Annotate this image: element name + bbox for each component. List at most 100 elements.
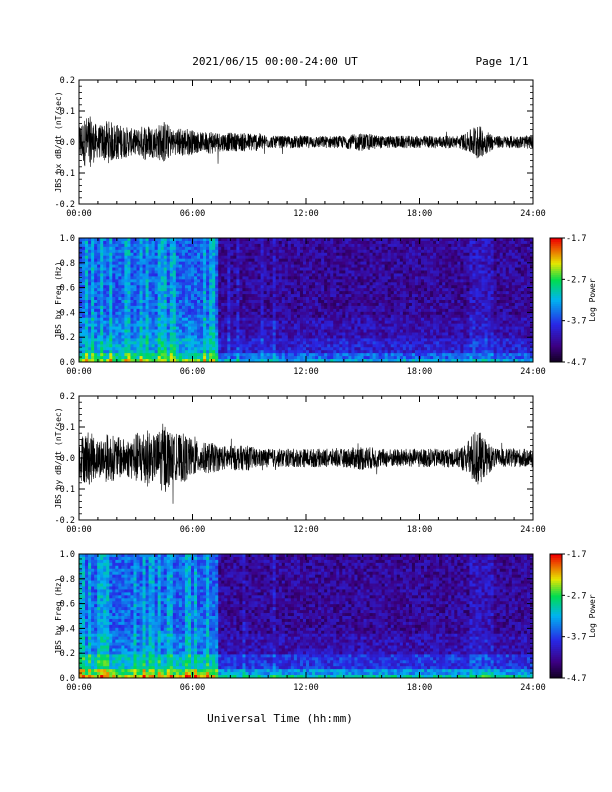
colorbar-swatch bbox=[550, 574, 562, 578]
colorbar-swatch bbox=[550, 345, 562, 349]
colorbar-bottom: -1.7 -2.7 -3.7 -4.7 bbox=[549, 550, 586, 684]
colorbar-swatch bbox=[550, 593, 562, 596]
colorbar-swatch bbox=[550, 252, 562, 256]
colorbar-swatch bbox=[550, 570, 562, 574]
colorbar-swatch bbox=[550, 306, 562, 309]
colorbar-swatch bbox=[550, 314, 562, 318]
colorbar-swatch bbox=[550, 609, 562, 613]
colorbar-swatch bbox=[550, 558, 562, 561]
y-tick-label: 0.0 bbox=[60, 358, 75, 368]
ylabel-bx-freq: JBS bx Freq (Hz) bbox=[54, 261, 63, 338]
colorbar-swatch bbox=[550, 616, 562, 619]
colorbar-swatch bbox=[550, 644, 562, 648]
colorbar-swatch bbox=[550, 260, 562, 264]
colorbar-swatch bbox=[550, 275, 562, 278]
colorbar-swatch bbox=[550, 322, 562, 326]
x-tick-label: 06:00 bbox=[180, 525, 206, 535]
x-tick-label: 24:00 bbox=[520, 209, 546, 219]
colorbar-swatch bbox=[550, 673, 562, 677]
colorbar-swatch bbox=[550, 626, 562, 629]
colorbar-swatch bbox=[550, 669, 562, 673]
colorbar-swatch bbox=[550, 266, 562, 270]
colorbar-swatch bbox=[550, 351, 562, 355]
colorbar-swatch bbox=[550, 300, 562, 303]
x-tick-label: 00:00 bbox=[66, 683, 92, 693]
colorbar-swatch bbox=[550, 605, 562, 609]
colorbar-top: -1.7 -2.7 -3.7 -4.7 bbox=[549, 234, 586, 368]
colorbar-swatch bbox=[550, 554, 562, 557]
panel-by-spectrogram: 00:00 06:00 12:00 18:00 24:00 1.0 0.8 0.6 0.4 0.2… bbox=[60, 550, 546, 693]
colorbar-swatch bbox=[550, 618, 562, 621]
colorbar-swatch bbox=[550, 665, 562, 669]
colorbar-swatch bbox=[550, 347, 562, 351]
colorbar-swatch bbox=[550, 244, 562, 247]
colorbar-tick-label: -3.7 bbox=[566, 317, 586, 327]
x-tick-label: 18:00 bbox=[407, 525, 433, 535]
colorbar-swatch bbox=[550, 611, 562, 615]
colorbar-swatch bbox=[550, 326, 562, 330]
colorbar-swatch bbox=[550, 566, 562, 569]
ylabel-by-freq: JBS by Freq (Hz) bbox=[54, 577, 63, 654]
colorbar-tick-label: -3.7 bbox=[566, 633, 586, 643]
colorbar-swatch bbox=[550, 335, 562, 338]
y-tick-label: 0.0 bbox=[60, 138, 75, 148]
colorbar-swatch bbox=[550, 308, 562, 311]
colorbar-swatch bbox=[550, 312, 562, 315]
y-tick-label: 0.6 bbox=[60, 600, 75, 610]
colorbar-swatch bbox=[550, 591, 562, 594]
colorbar-swatch bbox=[550, 601, 562, 605]
colorbar-swatch bbox=[550, 240, 562, 243]
colorbar-swatch bbox=[550, 661, 562, 665]
colorbar-swatch bbox=[550, 572, 562, 576]
colorbar-swatch bbox=[550, 675, 562, 679]
y-tick-label: 0.1 bbox=[60, 423, 75, 433]
colorbar-swatch bbox=[550, 328, 562, 332]
colorbar-swatch bbox=[550, 657, 562, 660]
page-title: 2021/06/15 00:00-24:00 UT bbox=[192, 55, 358, 68]
colorbar-swatch bbox=[550, 238, 562, 241]
x-tick-label: 00:00 bbox=[66, 209, 92, 219]
colorbar-swatch bbox=[550, 341, 562, 344]
colorbar-swatch bbox=[550, 580, 562, 584]
colorbar-swatch bbox=[550, 248, 562, 251]
colorbar-swatch bbox=[550, 277, 562, 280]
colorbar-swatch bbox=[550, 636, 562, 640]
colorbar-frame bbox=[549, 553, 563, 679]
colorbar-swatch bbox=[550, 262, 562, 266]
colorbar-swatch bbox=[550, 359, 562, 363]
colorbar-swatch bbox=[550, 624, 562, 627]
colorbar-tick-label: -2.7 bbox=[566, 275, 586, 285]
colorbar-swatch bbox=[550, 578, 562, 582]
colorbar-swatch bbox=[550, 357, 562, 361]
colorbar-swatch bbox=[550, 291, 562, 295]
colorbar-swatch bbox=[550, 642, 562, 646]
x-tick-label: 18:00 bbox=[407, 209, 433, 219]
x-tick-label: 00:00 bbox=[66, 525, 92, 535]
y-tick-label: 1.0 bbox=[60, 234, 75, 244]
colorbar-swatch bbox=[550, 297, 562, 301]
colorbar-swatch bbox=[550, 582, 562, 586]
colorbar-swatch bbox=[550, 568, 562, 572]
y-tick-label: 0.0 bbox=[60, 454, 75, 464]
colorbar-swatch bbox=[550, 250, 562, 253]
y-tick-label: 0.6 bbox=[60, 284, 75, 294]
x-tick-label: 24:00 bbox=[520, 683, 546, 693]
colorbar-swatch bbox=[550, 285, 562, 289]
x-tick-label: 06:00 bbox=[180, 209, 206, 219]
y-tick-label: -0.1 bbox=[55, 169, 75, 179]
colorbar-swatch bbox=[550, 620, 562, 623]
spectrogram-image bbox=[79, 238, 534, 363]
colorbar-swatch bbox=[550, 349, 562, 353]
colorbar-swatch bbox=[550, 258, 562, 262]
y-tick-label: 0.2 bbox=[60, 76, 75, 86]
x-tick-label: 00:00 bbox=[66, 367, 92, 377]
x-tick-label: 12:00 bbox=[293, 367, 319, 377]
colorbar-swatch bbox=[550, 273, 562, 276]
colorbar-swatch bbox=[550, 355, 562, 359]
x-axis-label: Universal Time (hh:mm) bbox=[207, 712, 353, 725]
colorbar-swatch bbox=[550, 640, 562, 644]
colorbar-tick-label: -2.7 bbox=[566, 591, 586, 601]
y-tick-label: -0.2 bbox=[55, 200, 75, 210]
panel-by-dbdt: 00:00 06:00 12:00 18:00 24:00 0.2 0.1 0.0 -0.1 -0… bbox=[55, 392, 546, 535]
